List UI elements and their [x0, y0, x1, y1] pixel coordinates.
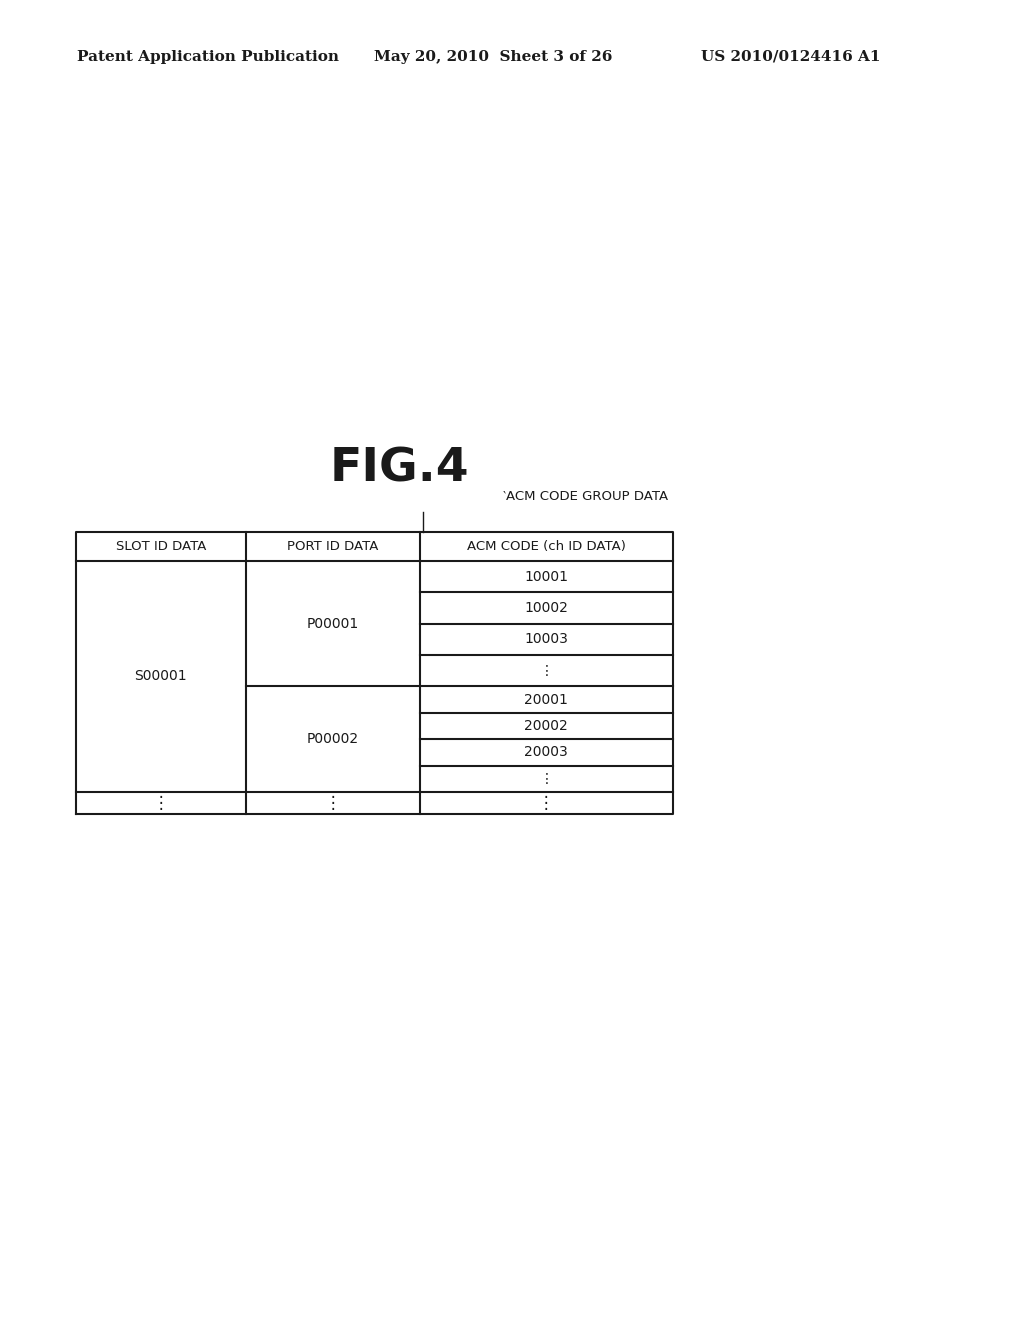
- Text: ‵ACM CODE GROUP DATA: ‵ACM CODE GROUP DATA: [503, 490, 668, 503]
- Text: ⋮: ⋮: [540, 772, 553, 785]
- Text: ⋮: ⋮: [540, 664, 553, 677]
- Text: 10003: 10003: [524, 632, 568, 647]
- Text: 20001: 20001: [524, 693, 568, 706]
- Text: 10001: 10001: [524, 570, 568, 583]
- Text: S00001: S00001: [134, 669, 187, 684]
- Text: 10002: 10002: [524, 601, 568, 615]
- Text: PORT ID DATA: PORT ID DATA: [287, 540, 379, 553]
- Text: May 20, 2010  Sheet 3 of 26: May 20, 2010 Sheet 3 of 26: [374, 50, 612, 63]
- Text: ACM CODE (ch ID DATA): ACM CODE (ch ID DATA): [467, 540, 626, 553]
- Text: 20003: 20003: [524, 746, 568, 759]
- Text: Patent Application Publication: Patent Application Publication: [77, 50, 339, 63]
- Text: US 2010/0124416 A1: US 2010/0124416 A1: [701, 50, 881, 63]
- Text: P00001: P00001: [306, 616, 359, 631]
- Text: FIG.4: FIG.4: [330, 446, 469, 491]
- Text: ⋮: ⋮: [538, 795, 555, 812]
- Text: 20002: 20002: [524, 719, 568, 733]
- Text: P00002: P00002: [307, 733, 358, 746]
- Text: ⋮: ⋮: [325, 795, 341, 812]
- Text: SLOT ID DATA: SLOT ID DATA: [116, 540, 206, 553]
- Text: ⋮: ⋮: [153, 795, 169, 812]
